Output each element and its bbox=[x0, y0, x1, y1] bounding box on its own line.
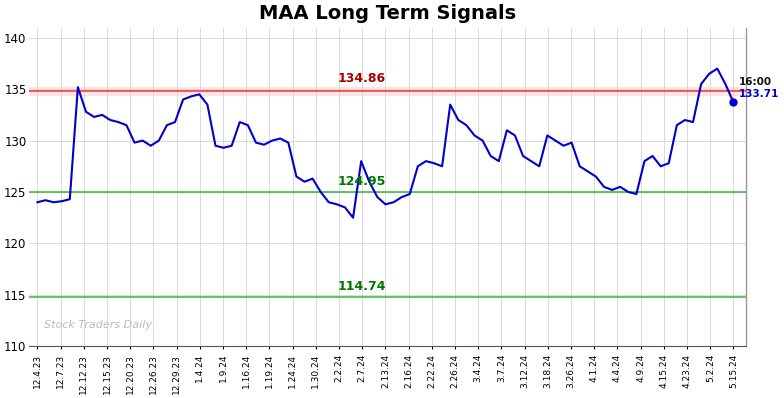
Title: MAA Long Term Signals: MAA Long Term Signals bbox=[259, 4, 516, 23]
Text: 134.86: 134.86 bbox=[337, 72, 386, 86]
Text: 133.71: 133.71 bbox=[739, 90, 779, 100]
Bar bbox=[29, 86, 746, 95]
Text: Stock Traders Daily: Stock Traders Daily bbox=[44, 320, 151, 330]
Text: 114.74: 114.74 bbox=[337, 280, 386, 293]
Text: 16:00: 16:00 bbox=[739, 77, 771, 87]
Text: 124.95: 124.95 bbox=[337, 175, 386, 188]
